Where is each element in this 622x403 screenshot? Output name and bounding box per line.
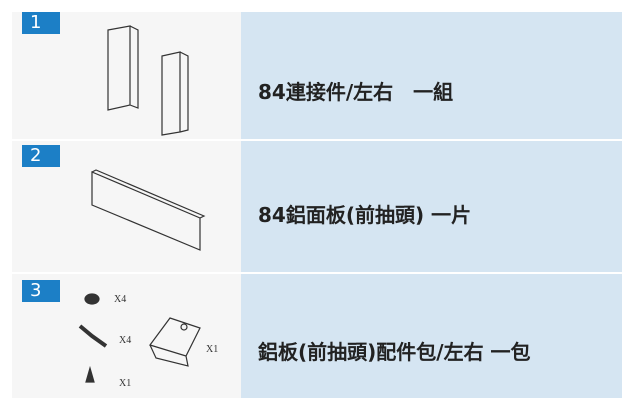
item-row: 1 84連接件/左右 一組 — [12, 12, 622, 139]
item-number: 1 — [22, 12, 60, 34]
item-label: 鋁板(前抽頭)配件包/左右 一包 — [258, 340, 531, 364]
item-row: 2 84鋁面板(前抽頭) 一片 — [12, 141, 622, 272]
item-number: 2 — [22, 145, 60, 167]
parts-drawing — [78, 293, 201, 383]
quantity: X4 — [114, 294, 126, 305]
quantity: X1 — [119, 378, 131, 389]
item-label: 84連接件/左右 一組 — [258, 80, 454, 104]
text-cell — [241, 274, 622, 398]
text-cell — [241, 141, 622, 272]
quantity: X4 — [119, 335, 131, 346]
panel-drawing — [91, 169, 206, 251]
item-row: 3 鋁板(前抽頭)配件包/左右 一包 — [12, 274, 622, 398]
connector-drawing — [107, 25, 189, 136]
text-cell — [241, 12, 622, 139]
quantity: X1 — [206, 344, 218, 355]
item-number: 3 — [22, 280, 60, 302]
item-label: 84鋁面板(前抽頭) 一片 — [258, 203, 472, 227]
